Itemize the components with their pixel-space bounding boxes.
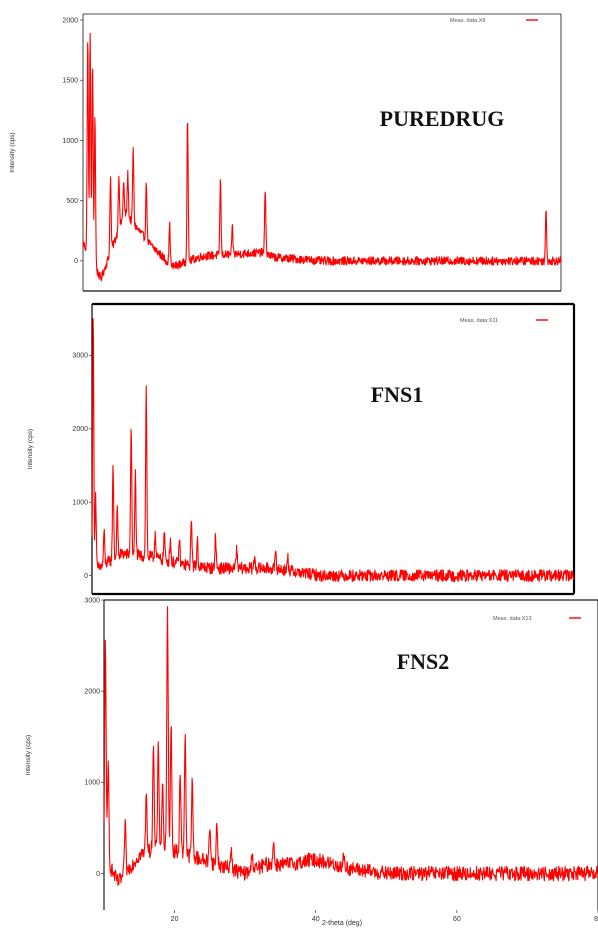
sample-title: FNS1 xyxy=(371,382,424,407)
x-tick-label: 60 xyxy=(453,916,461,923)
x-tick-label: 40 xyxy=(312,916,320,923)
sample-title: PUREDRUG xyxy=(380,106,505,131)
legend-label: Meas. data:X13 xyxy=(493,616,532,622)
y-axis-title: Intensity (cps) xyxy=(25,735,32,775)
y-tick-label: 0 xyxy=(74,258,78,265)
y-tick-label: 3000 xyxy=(72,353,88,360)
x-tick-label: 20 xyxy=(171,916,179,923)
y-tick-label: 1500 xyxy=(62,78,78,85)
y-tick-label: 1000 xyxy=(62,138,78,145)
y-tick-label: 2000 xyxy=(62,17,78,24)
y-tick-label: 0 xyxy=(96,871,100,878)
y-tick-label: 500 xyxy=(66,198,78,205)
xrd-series-line xyxy=(91,318,575,583)
y-tick-label: 1000 xyxy=(84,780,100,787)
xrd-panel-1: 0 500 1000 1500 2000 Intensity (cps) Meas. dat… xyxy=(9,13,562,292)
sample-title: FNS2 xyxy=(397,649,450,674)
y-axis-title: Intensity (cps) xyxy=(9,132,16,172)
xrd-panel-3: 0 1000 2000 3000 20 40 60 80 2-theta (deg) Intens… xyxy=(25,597,598,927)
y-axis-title: Intensity (cps) xyxy=(27,429,34,469)
legend-label: Meas. data:X11 xyxy=(460,318,498,324)
xrd-panel-2: 0 1000 2000 3000 Intensity (cps) Meas. data:X… xyxy=(27,302,576,596)
y-tick-label: 3000 xyxy=(84,597,100,604)
x-tick-label: 80 xyxy=(594,916,598,923)
y-tick-label: 2000 xyxy=(72,426,88,433)
x-axis-title: 2-theta (deg) xyxy=(322,920,362,927)
y-tick-label: 0 xyxy=(84,573,88,580)
legend-label: Meas. data:XII xyxy=(450,18,486,24)
y-tick-label: 1000 xyxy=(72,500,88,507)
xrd-series-line xyxy=(103,606,598,886)
xrd-series-line xyxy=(82,32,562,282)
y-tick-label: 2000 xyxy=(84,688,100,695)
